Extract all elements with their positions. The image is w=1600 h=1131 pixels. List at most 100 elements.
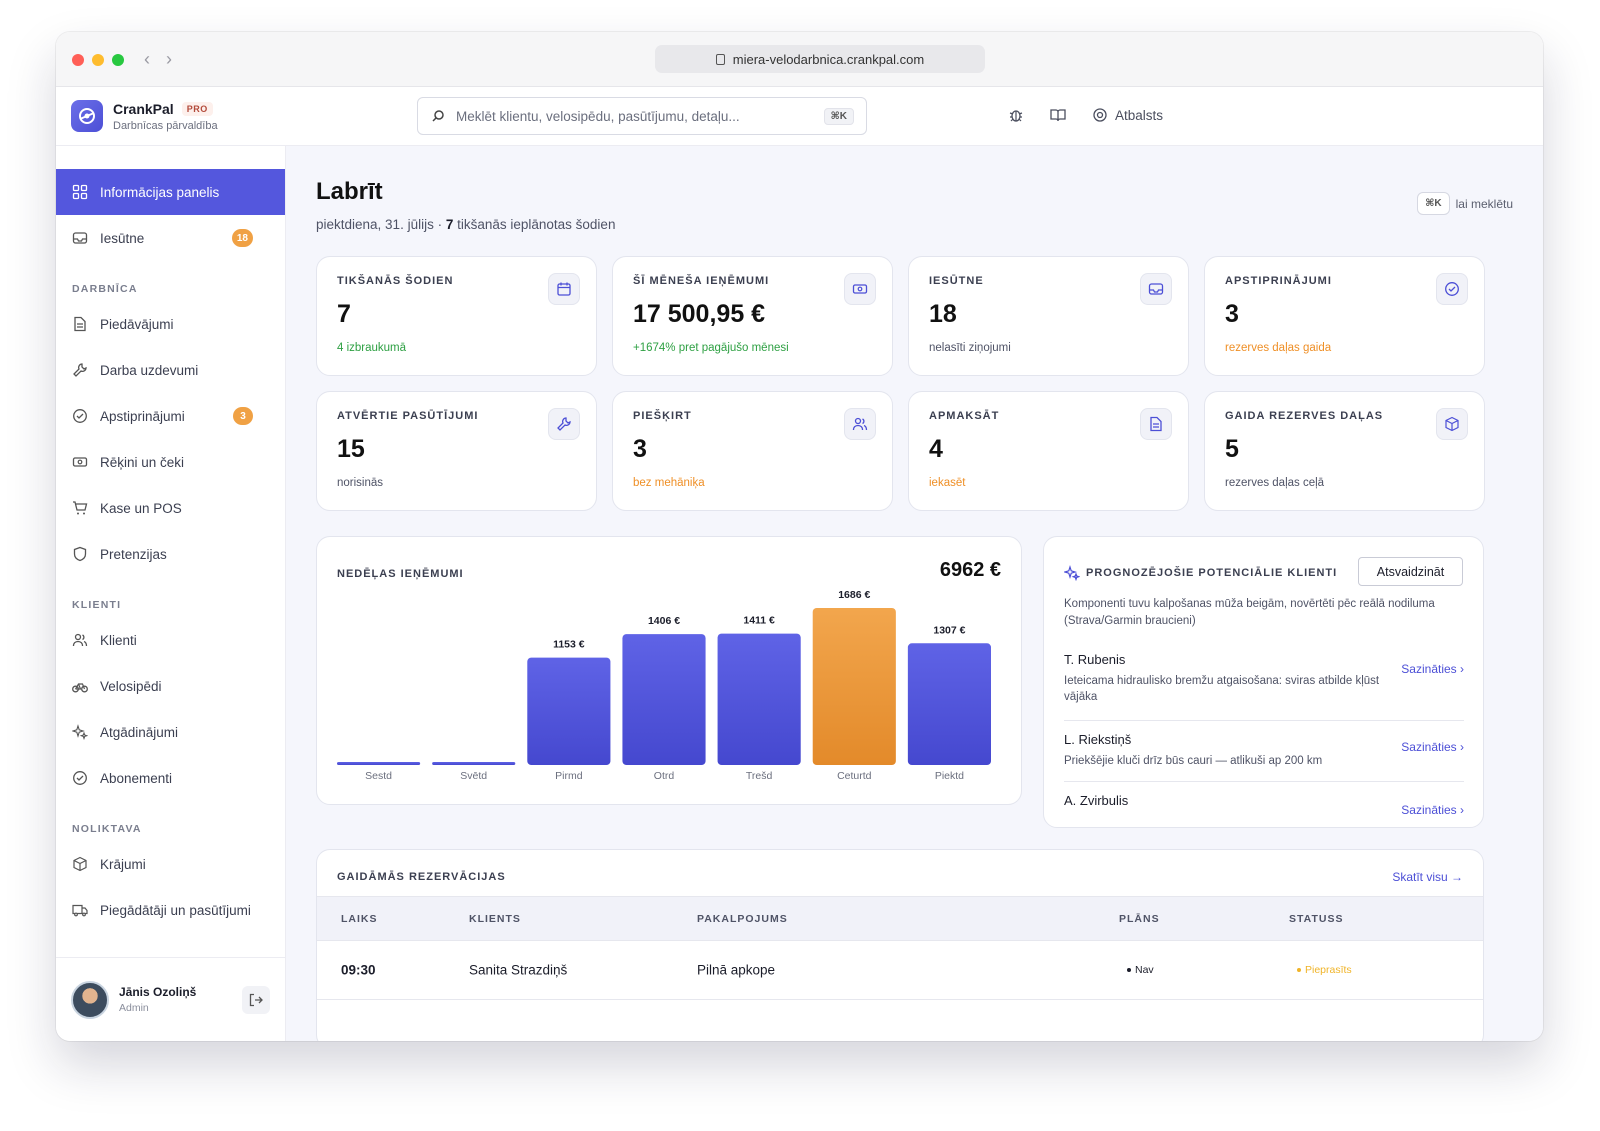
sidebar-item-pos[interactable]: Kase un POS (56, 485, 285, 531)
stat-card[interactable]: IESŪTNE 18 nelasīti ziņojumi (908, 256, 1189, 376)
column-header[interactable]: PLĀNS (1119, 912, 1160, 925)
brand-subtitle: Darbnīcas pārvaldība (113, 119, 218, 132)
stat-label: GAIDA REZERVES DAĻAS (1225, 410, 1384, 422)
money-icon (844, 273, 876, 305)
sidebar-item-label: Atgādinājumi (100, 724, 179, 740)
browser-titlebar: ‹ › miera-velodarbnica.crankpal.com (56, 32, 1543, 87)
weekly-revenue-chart: Sestd Svētd Pirmd 1153 € Otrd 1406 € Trešd 1411… (337, 589, 991, 782)
stat-label: APSTIPRINĀJUMI (1225, 275, 1332, 287)
chart-bar-svētd[interactable] (432, 762, 516, 765)
lifebuoy-icon (1093, 108, 1107, 122)
bicycle-icon (72, 683, 88, 693)
grid-icon (72, 184, 88, 200)
chart-tick-label: Pirmd (555, 770, 583, 782)
sidebar-item-reminders[interactable]: Atgādinājumi (56, 709, 285, 755)
book-icon[interactable] (1050, 107, 1066, 123)
chart-data-label: 1411 € (743, 615, 775, 627)
stat-card[interactable]: PIEŠĶIRT 3 bez mehāniķa (612, 391, 893, 511)
sidebar-item-subscriptions[interactable]: Abonementi (56, 755, 285, 801)
chart-data-label: 1406 € (648, 615, 680, 627)
maximize-window-button[interactable] (112, 54, 124, 66)
lead-name: L. Riekstiņš (1064, 732, 1132, 747)
support-button[interactable]: Atbalsts (1092, 107, 1163, 123)
stat-value: 7 (337, 300, 351, 328)
back-arrow-icon[interactable]: ‹ (144, 49, 150, 69)
booking-time: 09:30 (341, 962, 376, 978)
lead-name: A. Zvirbulis (1064, 793, 1129, 808)
stat-card[interactable]: APSTIPRINĀJUMI 3 rezerves daļas gaida (1204, 256, 1485, 376)
browser-window: ‹ › miera-velodarbnica.crankpal.com Cran… (56, 32, 1543, 1041)
weekly-revenue-total: 6962 € (939, 559, 1001, 581)
sidebar-item-clients[interactable]: Klienti (56, 617, 285, 663)
sidebar-item-bikes[interactable]: Velosipēdi (56, 663, 285, 709)
users-icon (844, 408, 876, 440)
chart-bar-otrd[interactable] (622, 634, 706, 765)
table-row[interactable]: 09:30 Sanita Strazdiņš Pilnā apkope Nav … (317, 941, 1483, 1000)
truck-icon (72, 904, 88, 917)
sidebar-item-invoices[interactable]: Rēķini un čeki (56, 439, 285, 485)
column-header[interactable]: KLIENTS (469, 912, 521, 925)
brand[interactable]: CrankPal PRO Darbnīcas pārvaldība (71, 100, 218, 132)
sidebar-item-quotes[interactable]: Piedāvājumi (56, 301, 285, 347)
search-placeholder: Meklēt klientu, velosipēdu, pasūtījumu, … (456, 108, 740, 124)
stat-card[interactable]: TIKŠANĀS ŠODIEN 7 4 izbraukumā (316, 256, 597, 376)
chart-tick-label: Ceturtd (837, 770, 872, 782)
sidebar-item-label: Piegādātāji un pasūtījumi (100, 902, 251, 918)
inbox-icon (1140, 273, 1172, 305)
minimize-window-button[interactable] (92, 54, 104, 66)
stat-card[interactable]: ŠĪ MĒNEŠA IEŅĒMUMI 17 500,95 € +1674% pret… (612, 256, 893, 376)
user-profile: Jānis Ozoliņš Admin (56, 957, 285, 1041)
weekly-revenue-card: NEDĒĻAS IEŅĒMUMI 6962 € Sestd Svētd Pirmd 1… (316, 536, 1022, 805)
search-shortcut: ⌘K (823, 107, 854, 125)
predictive-leads-card: PROGNOZĒJOŠIE POTENCIĀLIE KLIENTI Atsvai… (1043, 536, 1484, 828)
forward-arrow-icon[interactable]: › (166, 49, 172, 69)
contact-link[interactable]: Sazināties › (1401, 803, 1464, 817)
stat-card[interactable]: APMAKSĀT 4 iekasēt (908, 391, 1189, 511)
sidebar-item-label: Klienti (100, 632, 137, 648)
chart-bar-sestd[interactable] (337, 762, 421, 765)
stat-card[interactable]: GAIDA REZERVES DAĻAS 5 rezerves daļas ceļā (1204, 391, 1485, 511)
sidebar-section-warehouse: NOLIKTAVA (72, 823, 142, 835)
lead-item: T. Rubenis Ieteicama hidraulisko bremžu … (1064, 652, 1464, 721)
stat-value: 17 500,95 € (633, 300, 766, 328)
avatar[interactable] (71, 980, 109, 1019)
stat-card[interactable]: ATVĒRTIE PASŪTĪJUMI 15 norisinās (316, 391, 597, 511)
column-header[interactable]: LAIKS (341, 912, 378, 925)
global-search-input[interactable]: Meklēt klientu, velosipēdu, pasūtījumu, … (417, 97, 867, 135)
stat-note: rezerves daļas gaida (1225, 342, 1332, 354)
contact-link[interactable]: Sazināties › (1401, 740, 1464, 754)
chart-bar-pirmd[interactable] (527, 657, 611, 765)
url-bar[interactable]: miera-velodarbnica.crankpal.com (655, 45, 985, 73)
logout-button[interactable] (242, 985, 270, 1014)
column-header[interactable]: STATUSS (1289, 912, 1344, 925)
view-all-link[interactable]: Skatīt visu → (1392, 870, 1463, 884)
sidebar-item-work-orders[interactable]: Darba uzdevumi (56, 347, 285, 393)
chart-tick-label: Sestd (365, 770, 392, 782)
chart-bar-ceturtd[interactable] (812, 608, 896, 765)
chart-tick-label: Svētd (460, 770, 487, 782)
sidebar-item-suppliers[interactable]: Piegādātāji un pasūtījumi (56, 887, 285, 933)
sidebar-item-dashboard[interactable]: Informācijas panelis (56, 169, 285, 215)
sidebar-item-approvals[interactable]: Apstiprinājumi 3 (56, 393, 285, 439)
sparkles-icon (1064, 565, 1080, 581)
sidebar-item-claims[interactable]: Pretenzijas (56, 531, 285, 577)
document-icon (1140, 408, 1172, 440)
user-name: Jānis Ozoliņš (119, 985, 197, 999)
search-hint-key[interactable]: ⌘K (1417, 192, 1450, 215)
sidebar-section-workshop: DARBNĪCA (72, 283, 138, 295)
sidebar-item-inventory[interactable]: Krājumi (56, 841, 285, 887)
contact-link[interactable]: Sazināties › (1401, 662, 1464, 676)
chart-bar-piektd[interactable] (907, 643, 991, 765)
sidebar-item-inbox[interactable]: Iesūtne 18 (56, 215, 285, 261)
booking-status: Pieprasīts (1297, 964, 1352, 976)
page-date: piektdiena, 31. jūlijs · (316, 217, 446, 232)
column-header[interactable]: PAKALPOJUMS (697, 912, 788, 925)
booking-plan-text: Nav (1135, 964, 1154, 976)
page-subtitle: piektdiena, 31. jūlijs · 7 tikšanās iepl… (316, 217, 615, 232)
main-content: Labrīt piektdiena, 31. jūlijs · 7 tikšan… (286, 146, 1543, 1041)
bug-icon[interactable] (1008, 107, 1024, 123)
refresh-button[interactable]: Atsvaidzināt (1358, 557, 1463, 586)
close-window-button[interactable] (72, 54, 84, 66)
chart-bar-trešd[interactable] (717, 633, 801, 765)
browser-nav: ‹ › (144, 49, 172, 70)
